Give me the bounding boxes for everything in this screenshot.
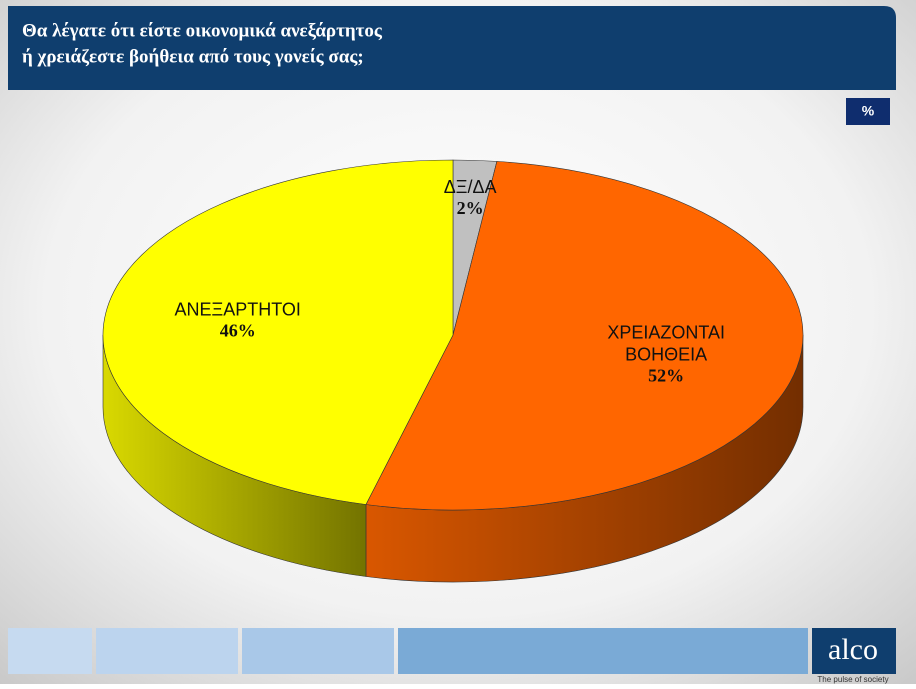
label-line: ΧΡΕΙΑΖΟΝΤΑΙ bbox=[607, 322, 725, 342]
logo-box bbox=[812, 628, 896, 674]
logo: alco bbox=[828, 633, 878, 666]
value-label: 52% bbox=[648, 365, 684, 385]
label-line: ΒΟΗΘΕΙΑ bbox=[625, 344, 707, 364]
value-label: 2% bbox=[457, 198, 484, 218]
label-line: ΑΝΕΞΑΡΤΗΤΟΙ bbox=[175, 299, 301, 319]
label-line: ΔΞ/ΔΑ bbox=[444, 177, 497, 197]
footer-band bbox=[96, 628, 238, 674]
slice-label: ΑΝΕΞΑΡΤΗΤΟΙ bbox=[175, 299, 301, 319]
header-bar bbox=[8, 6, 896, 90]
title-line: Θα λέγατε ότι είστε οικονομικά ανεξάρτητ… bbox=[22, 20, 383, 41]
tagline: The pulse of society bbox=[817, 675, 888, 684]
unit-label: % bbox=[862, 103, 875, 119]
footer-band bbox=[8, 628, 92, 674]
slice bbox=[102, 159, 454, 505]
footer-band bbox=[398, 628, 808, 674]
value-label: 46% bbox=[220, 321, 256, 341]
slice-label: ΔΞ/ΔΑ bbox=[444, 177, 497, 197]
slice-label: ΧΡΕΙΑΖΟΝΤΑΙ ΒΟΗΘΕΙΑ bbox=[607, 322, 725, 364]
slice bbox=[365, 161, 804, 511]
unit-box bbox=[846, 98, 890, 125]
footer-band bbox=[242, 628, 394, 674]
title-line: ή χρειάζεστε βοήθεια από τους γονείς σας… bbox=[22, 46, 364, 67]
